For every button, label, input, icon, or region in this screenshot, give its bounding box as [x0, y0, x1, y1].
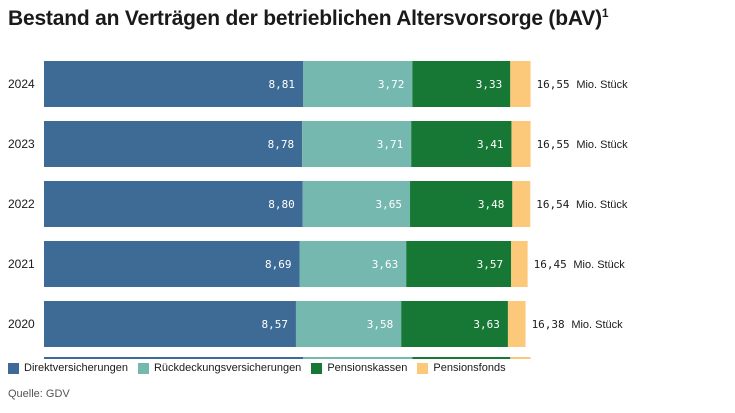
total-label-2022: 16,54 Mio. Stück	[536, 198, 628, 211]
year-label-2024: 2024	[8, 77, 35, 91]
data-label-2020-0: 8,57	[261, 318, 288, 331]
legend-divider-2	[412, 357, 511, 359]
bar-segment-2020-3	[507, 301, 526, 347]
legend-swatch-direktversicherungen	[8, 362, 19, 374]
data-label-2023-1: 3,71	[377, 138, 404, 151]
total-label-2021: 16,45 Mio. Stück	[534, 258, 626, 271]
chart-title: Bestand an Verträgen der betrieblichen A…	[8, 6, 609, 30]
unit-label-2024: Mio. Stück	[576, 79, 628, 91]
total-label-2023: 16,55 Mio. Stück	[537, 138, 629, 151]
data-label-2023-0: 8,78	[268, 138, 295, 151]
bar-segment-2021-0	[44, 241, 300, 287]
legend-item-rueckdeckungsversicherungen: Rückdeckungsversicherungen	[137, 362, 302, 374]
source-note: Quelle: GDV	[8, 388, 70, 400]
data-label-2021-2: 3,57	[477, 258, 504, 271]
year-label-2023: 2023	[8, 137, 35, 151]
total-label-2020: 16,38 Mio. Stück	[532, 318, 624, 331]
year-label-2021: 2021	[8, 257, 35, 271]
data-label-2024-2: 3,33	[476, 78, 503, 91]
legend-label-pensionsfonds: Pensionsfonds	[433, 362, 506, 374]
legend-swatch-rueckdeckungsversicherungen	[137, 362, 149, 374]
legend-divider-1	[303, 357, 413, 359]
bar-segment-2024-3	[510, 61, 531, 107]
data-label-2021-1: 3,63	[372, 258, 399, 271]
legend-swatch-pensionskassen	[311, 362, 323, 374]
unit-label-2023: Mio. Stück	[576, 139, 628, 151]
legend: Direktversicherungen Rückdeckungsversich…	[8, 362, 516, 374]
bar-segment-2024-0	[44, 61, 304, 107]
bar-segment-2022-3	[512, 181, 531, 227]
legend-divider-3	[510, 357, 531, 359]
data-label-2022-2: 3,48	[478, 198, 505, 211]
legend-label-direktversicherungen: Direktversicherungen	[24, 362, 128, 374]
unit-label-2021: Mio. Stück	[573, 259, 625, 271]
data-label-2023-2: 3,41	[477, 138, 504, 151]
data-label-2020-2: 3,63	[473, 318, 500, 331]
bar-segment-2023-0	[44, 121, 303, 167]
bar-segment-2021-2	[406, 241, 512, 287]
data-label-2022-1: 3,65	[376, 198, 403, 211]
data-label-2020-1: 3,58	[367, 318, 394, 331]
legend-label-pensionskassen: Pensionskassen	[327, 362, 408, 374]
legend-label-rueckdeckungsversicherungen: Rückdeckungsversicherungen	[153, 362, 302, 374]
bar-segment-2022-2	[410, 181, 513, 227]
data-label-2024-1: 3,72	[378, 78, 405, 91]
bar-segment-2021-1	[299, 241, 407, 287]
legend-divider-0	[44, 357, 304, 359]
bar-segment-2022-0	[44, 181, 303, 227]
bar-segment-2022-1	[302, 181, 411, 227]
unit-label-2020: Mio. Stück	[571, 319, 623, 331]
year-label-2022: 2022	[8, 197, 35, 211]
bar-segment-2020-1	[295, 301, 402, 347]
bar-segment-2020-0	[44, 301, 296, 347]
bar-segment-2023-3	[511, 121, 531, 167]
data-label-2024-0: 8,81	[269, 78, 296, 91]
legend-item-pensionskassen: Pensionskassen	[311, 362, 407, 374]
stacked-bar-chart: 2024 8,81 3,72 3,33 16,55 Mio. Stück 2023 8,78…	[8, 61, 629, 359]
data-label-2021-0: 8,69	[265, 258, 292, 271]
legend-item-direktversicherungen: Direktversicherungen	[8, 362, 128, 374]
bar-segment-2021-3	[511, 241, 528, 287]
bar-segment-2023-1	[302, 121, 412, 167]
unit-label-2022: Mio. Stück	[576, 199, 628, 211]
data-label-2022-0: 8,80	[268, 198, 295, 211]
legend-swatch-pensionsfonds	[417, 362, 429, 374]
legend-item-pensionsfonds: Pensionsfonds	[417, 362, 506, 374]
total-label-2024: 16,55 Mio. Stück	[537, 78, 629, 91]
bar-segment-2024-2	[412, 61, 511, 107]
bar-segment-2023-2	[411, 121, 512, 167]
bar-segment-2020-2	[401, 301, 508, 347]
year-label-2020: 2020	[8, 317, 35, 331]
bar-segment-2024-1	[303, 61, 413, 107]
